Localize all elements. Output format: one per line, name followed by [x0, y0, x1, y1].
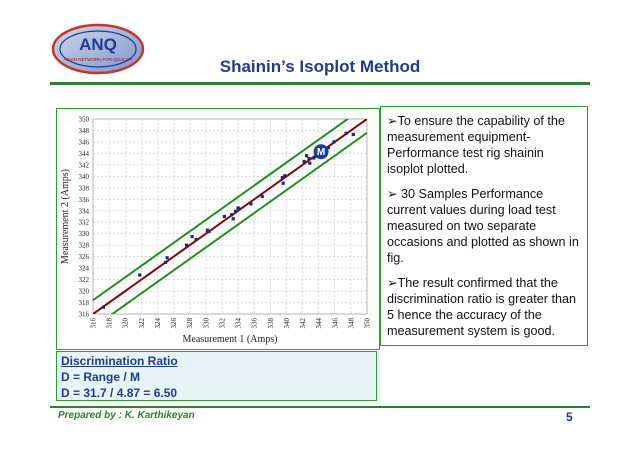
y-tick-label: 350 — [79, 116, 90, 124]
discrimination-title: Discrimination Ratio — [61, 354, 178, 368]
isoplot-chart: 316 318 320 322 324 326 328 330 332 334 336 338 340 3… — [56, 108, 380, 350]
y-tick-label: 348 — [79, 127, 90, 135]
x-tick-label: 340 — [283, 318, 291, 329]
data-point — [351, 132, 355, 137]
data-point — [234, 209, 238, 213]
data-point — [165, 256, 169, 260]
logo-brand: ANQ — [79, 35, 117, 54]
x-tick-label: 338 — [267, 318, 275, 329]
discrimination-formula: D = Range / M — [61, 370, 141, 384]
x-axis-label: Measurement 1 (Amps) — [183, 334, 278, 345]
isoplot-line — [110, 131, 367, 314]
bullet-3: ➢The result confirmed that the discrimin… — [387, 276, 576, 338]
footer-divider — [50, 406, 590, 408]
y-tick-label: 324 — [79, 265, 90, 273]
annotation-layer: M — [313, 144, 329, 160]
m-marker — [313, 144, 329, 160]
axis-ticks: 316 318 320 322 324 326 328 330 332 334 336 338 340 3… — [79, 116, 372, 329]
data-point — [249, 202, 253, 206]
bullet-panel: ➢To ensure the capability of the measure… — [380, 106, 588, 346]
logo-tagline: ASIAN NETWORK FOR QUALITY — [63, 57, 132, 62]
data-point — [138, 273, 142, 277]
data-point — [281, 181, 285, 185]
y-axis-label: Measurement 2 (Amps) — [60, 169, 71, 264]
slide-title: Shainin’s Isoplot Method — [219, 57, 421, 76]
y-tick-label: 328 — [79, 242, 90, 250]
data-point — [260, 194, 264, 199]
y-tick-label: 334 — [79, 207, 90, 215]
x-tick-label: 324 — [154, 318, 162, 329]
y-tick-label: 316 — [79, 311, 90, 319]
x-tick-label: 328 — [186, 318, 194, 329]
m-label: M — [317, 147, 325, 158]
data-point — [326, 146, 330, 150]
y-tick-label: 336 — [79, 196, 90, 204]
y-tick-label: 322 — [79, 276, 90, 284]
data-point — [190, 234, 194, 239]
data-point — [344, 131, 348, 135]
footer-credit: Prepared by : K. Karthikeyan — [58, 410, 195, 421]
data-point — [194, 237, 198, 242]
anq-logo: ANQ ASIAN NETWORK FOR QUALITY — [50, 19, 148, 77]
y-tick-label: 344 — [79, 150, 90, 158]
data-point — [231, 217, 235, 221]
x-tick-label: 330 — [202, 318, 210, 329]
title-divider — [50, 82, 590, 85]
data-point — [163, 260, 168, 264]
x-tick-label: 350 — [364, 318, 372, 329]
data-point — [307, 156, 311, 161]
data-point — [207, 229, 211, 234]
data-point — [308, 161, 312, 165]
data-point — [312, 156, 316, 160]
discrimination-box: Discrimination Ratio D = Range / M D = 3… — [56, 351, 377, 401]
x-tick-label: 322 — [138, 318, 146, 329]
data-point — [184, 243, 189, 247]
y-tick-label: 342 — [79, 161, 90, 169]
data-point — [304, 154, 309, 158]
x-tick-label: 336 — [251, 318, 259, 329]
data-point — [280, 175, 284, 180]
y-tick-label: 346 — [79, 138, 90, 146]
data-points — [101, 131, 355, 309]
y-tick-label: 326 — [79, 253, 90, 261]
x-tick-label: 346 — [331, 318, 339, 329]
y-tick-label: 338 — [79, 184, 90, 192]
y-tick-label: 318 — [79, 299, 90, 307]
x-tick-label: 334 — [235, 318, 243, 329]
x-tick-label: 332 — [218, 318, 226, 329]
y-tick-label: 320 — [79, 288, 90, 296]
data-point — [101, 305, 106, 309]
data-point — [332, 140, 336, 144]
y-tick-label: 332 — [79, 219, 90, 227]
isoplot-line — [93, 119, 350, 302]
x-tick-label: 326 — [170, 318, 178, 329]
x-tick-label: 342 — [299, 318, 307, 329]
x-tick-label: 320 — [122, 318, 130, 329]
y-tick-label: 340 — [79, 173, 90, 181]
data-point — [230, 213, 234, 217]
x-tick-label: 316 — [90, 318, 98, 329]
x-tick-label: 348 — [347, 318, 355, 329]
data-point — [205, 228, 210, 232]
data-point — [237, 207, 241, 211]
page-number: 5 — [566, 410, 573, 424]
x-tick-label: 318 — [106, 318, 114, 329]
bullet-1: ➢To ensure the capability of the measure… — [387, 114, 565, 176]
data-point — [283, 174, 287, 178]
y-tick-label: 330 — [79, 230, 90, 238]
bullet-2: ➢ 30 Samples Performance current values … — [387, 187, 579, 265]
x-tick-label: 344 — [315, 318, 323, 329]
data-point — [222, 214, 226, 219]
isoplot-svg: 316 318 320 322 324 326 328 330 332 334 336 338 340 3… — [60, 116, 372, 346]
data-point — [302, 159, 306, 164]
grid-lines — [92, 118, 368, 315]
discrimination-result: D = 31.7 / 4.87 = 6.50 — [61, 386, 178, 400]
